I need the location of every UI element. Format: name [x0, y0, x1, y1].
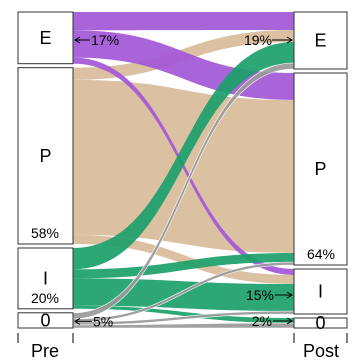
post-node-label-P: P [314, 159, 326, 179]
arrow-post-0 [273, 317, 293, 325]
post-node-label-E: E [314, 31, 326, 51]
pct-label-post-I: 15% [246, 287, 274, 303]
nodes-layer: E P I 0 E P I 0 [17, 11, 348, 333]
post-node-P [293, 72, 348, 266]
flow-I-to-P [73, 253, 294, 279]
pre-node-label-0: 0 [40, 310, 50, 330]
pre-node-P [17, 67, 74, 245]
flow-E-to-E [73, 12, 294, 31]
axis-label-post: Post [303, 341, 339, 360]
pre-node-label-P: P [39, 146, 51, 166]
pct-label-pre-I: 20% [31, 290, 59, 306]
pct-label-post-0: 2% [252, 313, 272, 329]
axis-label-pre: Pre [31, 341, 59, 360]
pre-node-I [17, 247, 74, 310]
arrow-post-E [272, 36, 293, 44]
arrow-pre-0 [74, 317, 92, 325]
flow-E-to-I [73, 57, 294, 275]
flows-layer [72, 12, 295, 329]
pct-label-post-P: 64% [307, 246, 335, 262]
pre-node-label-I: I [43, 268, 48, 288]
post-node-0 [293, 317, 348, 329]
pre-node-0 [17, 312, 74, 329]
labels-layer: 17% 19% 58% 20% 64% 15% 5% 2% [31, 32, 335, 329]
post-node-label-I: I [318, 282, 323, 302]
arrow-pre-E [74, 36, 90, 44]
post-node-label-0: 0 [315, 313, 325, 333]
pre-node-label-E: E [39, 28, 51, 48]
pct-label-post-E: 19% [244, 32, 272, 48]
pct-label-pre-E: 17% [91, 32, 119, 48]
post-node-I [293, 268, 348, 315]
pct-label-pre-P: 58% [31, 225, 59, 241]
post-node-E [293, 11, 348, 70]
flow-I-to-0 [73, 305, 294, 323]
axis-layer: Pre Post [17, 333, 348, 360]
flow-I-to-E [73, 42, 294, 270]
pct-label-pre-0: 5% [93, 313, 113, 329]
arrow-post-I [275, 291, 293, 299]
pre-node-E [17, 11, 74, 65]
